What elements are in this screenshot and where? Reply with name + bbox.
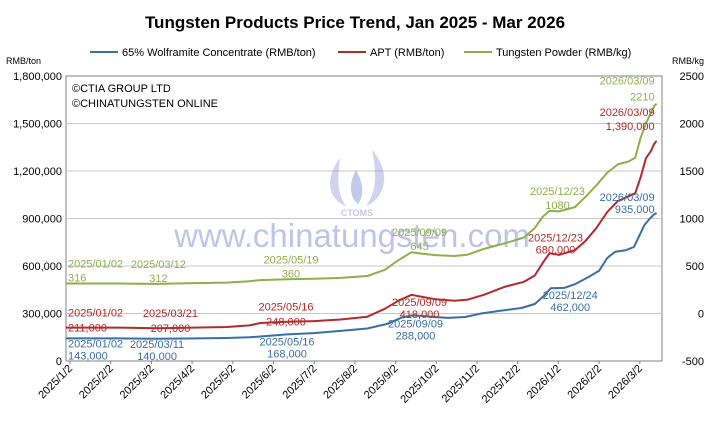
x-axis: 2025/1/2 2025/2/2 2025/3/2 2025/4/2 2025/5/2… (36, 361, 645, 406)
annotation-date: 2025/09/09 (392, 297, 447, 309)
legend: 65% Wolframite Concentrate (RMB/ton) APT… (90, 47, 631, 59)
left-tick-label: 1,200,000 (13, 166, 62, 178)
annotation-date: 2025/12/23 (528, 232, 583, 244)
right-axis: -500 0 500 1000 1500 2000 2500 (680, 71, 704, 368)
annotation-value: 288,000 (396, 330, 436, 342)
left-tick-label: 0 (56, 356, 62, 368)
annotation-date: 2026/03/09 (600, 76, 655, 88)
left-tick-label: 1,800,000 (13, 71, 62, 83)
logo-flame-left-icon (330, 158, 346, 206)
legend-label-tungsten-powder: Tungsten Powder (RMB/kg) (496, 47, 631, 59)
watermark-site: www.chinatungsten.com (173, 217, 530, 254)
annotation-value: 935,000 (615, 204, 655, 216)
right-tick-label: 2500 (680, 71, 704, 83)
annotation-date: 2025/03/21 (143, 308, 198, 320)
left-axis: 0 300,000 600,000 900,000 1,200,000 1,500,000… (13, 71, 62, 368)
annotation-value: 168,000 (267, 348, 307, 360)
annotation-value: 418,000 (400, 309, 440, 321)
tungsten-powder-line (66, 102, 658, 285)
annotation-date: 2026/03/09 (600, 192, 655, 204)
x-tick-label: 2026/1/2 (525, 363, 564, 402)
watermark-logo-text: CTOMS (341, 208, 373, 218)
right-tick-label: 1500 (680, 166, 704, 178)
annotation-date: 2025/01/02 (68, 308, 123, 320)
annotation-date: 2026/03/09 (600, 107, 655, 119)
left-tick-label: 1,500,000 (13, 119, 62, 131)
annotation-date: 2025/12/23 (530, 186, 585, 198)
annotation-value: 1080 (545, 200, 569, 212)
annotation-value: 316 (68, 272, 86, 284)
logo-flame-right-icon (366, 150, 385, 206)
left-tick-label: 600,000 (22, 261, 62, 273)
annotation-date: 2025/05/19 (263, 254, 318, 266)
annotation-date: 2025/01/02 (68, 258, 123, 270)
x-tick-label: 2025/8/2 (321, 363, 360, 402)
annotation-value: 143,000 (68, 350, 108, 362)
series-lines (66, 102, 658, 340)
wolframite-line (66, 212, 658, 340)
apt-line (66, 140, 658, 330)
x-tick-label: 2025/10/2 (398, 363, 441, 406)
annotation-date: 2025/05/16 (259, 336, 314, 348)
annotation-value: 248,000 (266, 317, 306, 329)
legend-label-wolframite: 65% Wolframite Concentrate (RMB/ton) (122, 47, 316, 59)
right-tick-label: 500 (686, 261, 704, 273)
x-tick-label: 2025/4/2 (158, 363, 197, 402)
annotation-date: 2025/01/02 (68, 338, 123, 350)
annotation-value: 211,000 (68, 323, 107, 335)
annotation-date: 2025/03/12 (131, 259, 186, 271)
x-tick-label: 2025/2/2 (77, 363, 116, 402)
x-tick-label: 2025/11/2 (440, 363, 483, 406)
annotation-value: 680,000 (536, 244, 576, 256)
gridlines (66, 123, 662, 314)
annotation-value: 140,000 (137, 351, 177, 363)
x-tick-label: 2025/7/2 (281, 363, 320, 402)
chart-title: Tungsten Products Price Trend, Jan 2025 … (145, 13, 565, 32)
x-tick-label: 2025/5/2 (199, 363, 238, 402)
right-axis-unit: RMB/kg (672, 56, 704, 66)
annotation-value: 312 (149, 273, 167, 285)
annotation-value: 207,000 (151, 323, 191, 335)
annotation-date: 2025/03/11 (130, 339, 184, 351)
x-tick-label: 2025/12/2 (480, 363, 523, 406)
annotation-value: 645 (410, 241, 428, 253)
right-tick-label: -500 (682, 356, 704, 368)
watermark: CTOMS www.chinatungsten.com (173, 150, 530, 254)
left-tick-label: 900,000 (22, 214, 62, 226)
right-tick-label: 1000 (680, 214, 704, 226)
annotations: 2025/01/02143,0002025/03/11140,0002025/0… (68, 76, 655, 363)
right-tick-label: 0 (698, 309, 704, 321)
x-tick-label: 2025/1/2 (36, 363, 75, 402)
copyright-1: ©CTIA GROUP LTD (72, 83, 171, 95)
annotation-value: 462,000 (550, 302, 590, 314)
x-tick-label: 2026/2/2 (565, 363, 604, 402)
annotation-date: 2025/05/16 (258, 302, 313, 314)
annotation-value: 1,390,000 (606, 121, 655, 133)
right-tick-label: 2000 (680, 119, 704, 131)
annotation-date: 2025/09/09 (388, 318, 443, 330)
x-tick-label: 2025/6/2 (240, 363, 279, 402)
legend-label-apt: APT (RMB/ton) (370, 47, 444, 59)
annotation-date: 2025/12/24 (543, 290, 598, 302)
left-tick-label: 300,000 (22, 309, 62, 321)
annotation-value: 2210 (630, 92, 654, 104)
logo-flame-center-icon (350, 170, 363, 204)
x-tick-label: 2026/3/2 (606, 363, 645, 402)
copyright-2: ©CHINATUNGSTEN ONLINE (72, 98, 218, 110)
left-axis-unit: RMB/ton (6, 56, 41, 66)
annotation-value: 360 (282, 268, 300, 280)
annotation-date: 2025/09/09 (392, 227, 447, 239)
x-tick-label: 2025/3/2 (118, 363, 157, 402)
x-tick-label: 2025/9/2 (362, 363, 401, 402)
